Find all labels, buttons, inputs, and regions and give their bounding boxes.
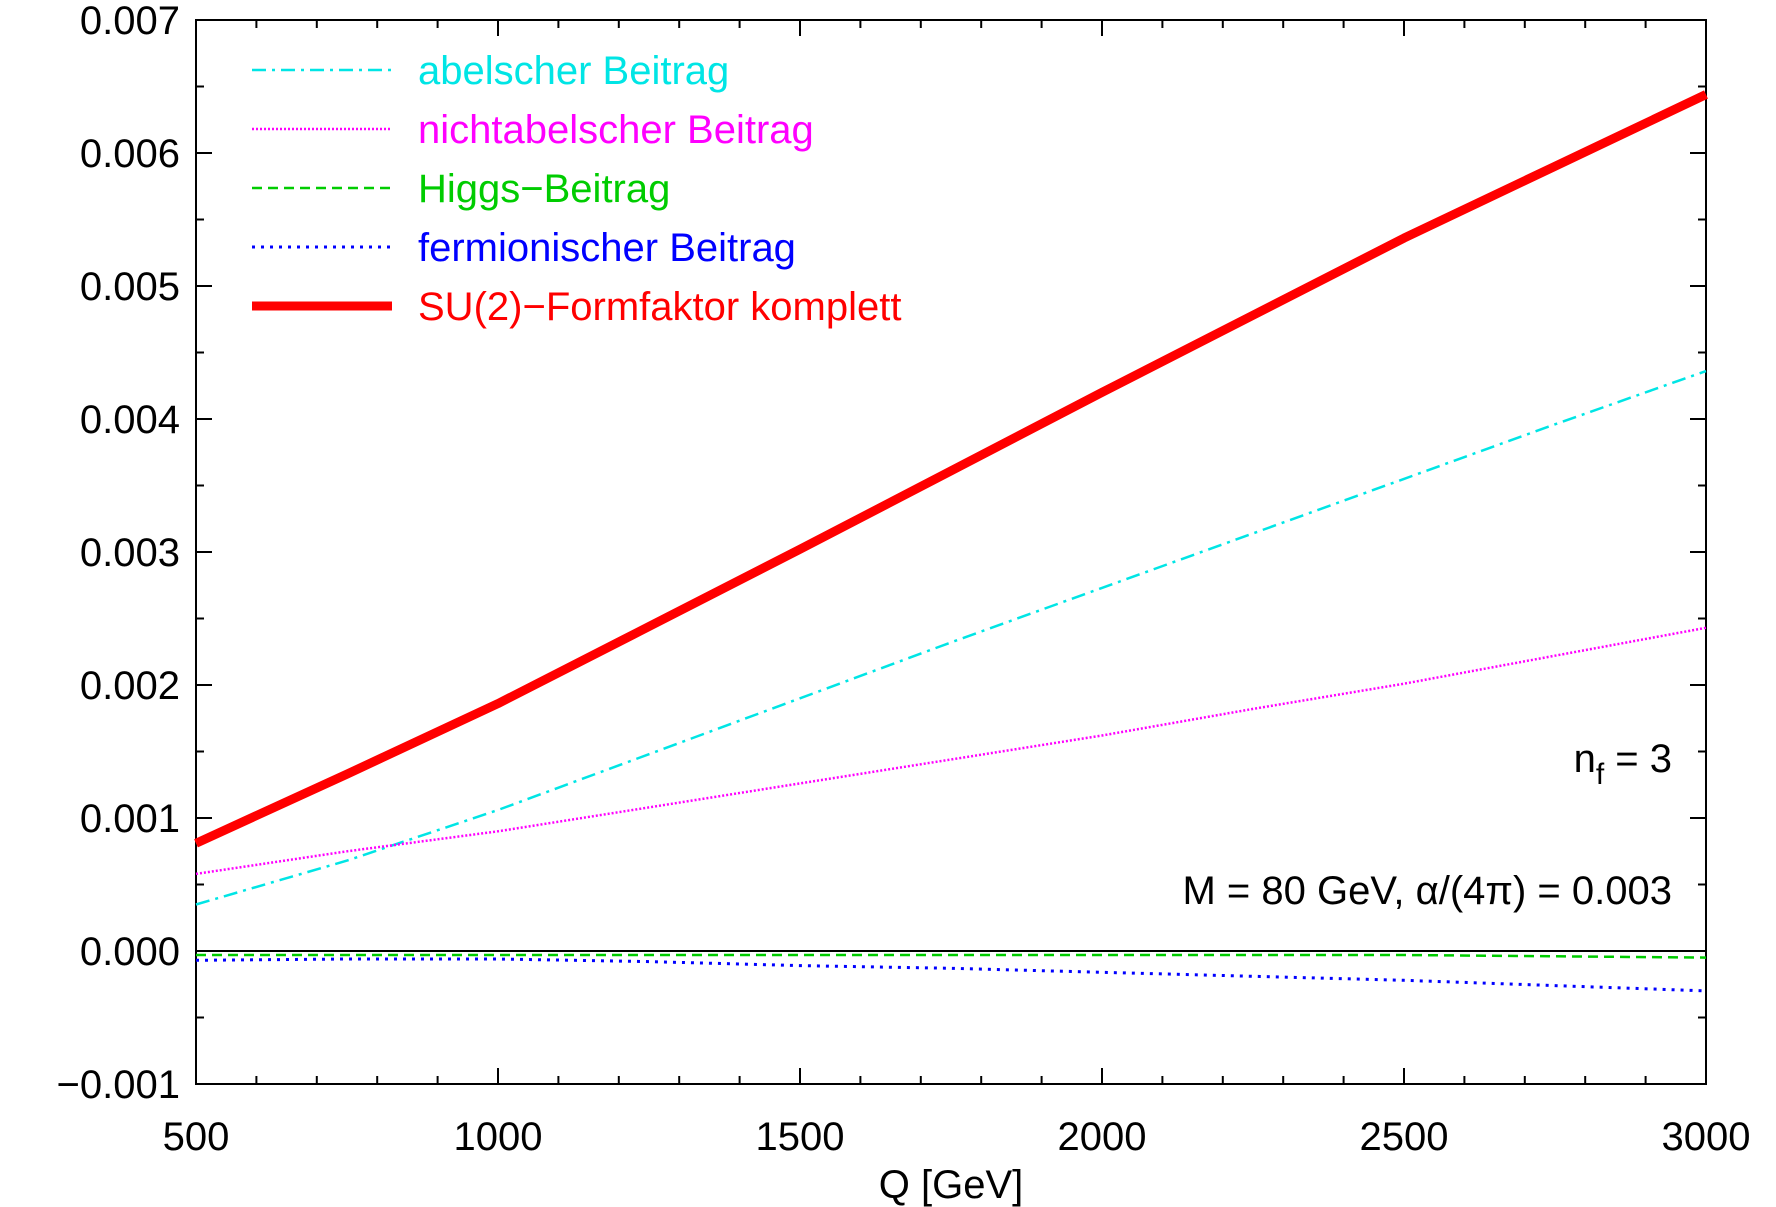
nf-main: n	[1574, 737, 1596, 781]
nf-rest: = 3	[1604, 737, 1672, 781]
x-tick-label: 500	[163, 1115, 230, 1159]
tick-labels: 500 1000 1500 2000 2500 3000 −0.001 0.000 0.001 0…	[57, 0, 1751, 1159]
y-tick-label: 0.002	[80, 664, 180, 708]
y-tick-label: 0.006	[80, 132, 180, 176]
axis-ticks	[195, 19, 1707, 1085]
legend-label-4: SU(2)−Formfaktor komplett	[418, 285, 901, 329]
legend-label-0: abelscher Beitrag	[418, 49, 729, 93]
y-tick-label: 0.007	[80, 0, 180, 43]
y-tick-label: 0.001	[80, 797, 180, 841]
nf-annotation: nf = 3	[1574, 737, 1672, 791]
legend-label-3: fermionischer Beitrag	[418, 226, 796, 270]
series-line-0	[195, 369, 1707, 906]
series-line-2	[196, 953, 1707, 959]
legend-label-1: nichtabelscher Beitrag	[418, 108, 814, 152]
x-tick-label: 2500	[1360, 1115, 1449, 1159]
x-tick-label: 3000	[1662, 1115, 1751, 1159]
series-line-1	[195, 626, 1707, 876]
x-tick-label: 1000	[454, 1115, 543, 1159]
y-tick-label: 0.000	[80, 930, 180, 974]
x-axis-title: Q [GeV]	[879, 1163, 1024, 1207]
params-annotation: M = 80 GeV, α/(4π) = 0.003	[1182, 869, 1672, 913]
series-lines	[194, 90, 1708, 993]
series-line-3	[195, 957, 1707, 993]
y-tick-label: 0.003	[80, 531, 180, 575]
series-line-4	[194, 90, 1708, 848]
y-tick-label: 0.005	[80, 265, 180, 309]
x-tick-label: 2000	[1058, 1115, 1147, 1159]
y-tick-label: 0.004	[80, 398, 180, 442]
nf-sub: f	[1596, 758, 1605, 791]
legend: abelscher Beitrag nichtabelscher Beitrag H…	[252, 49, 901, 329]
legend-label-2: Higgs−Beitrag	[418, 167, 670, 211]
x-tick-label: 1500	[756, 1115, 845, 1159]
y-tick-label: −0.001	[57, 1063, 180, 1107]
